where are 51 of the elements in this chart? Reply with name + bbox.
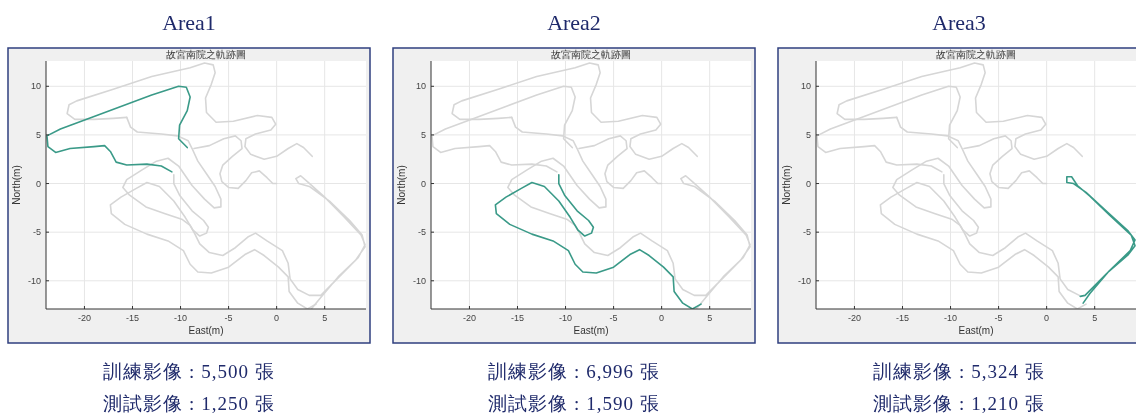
chart-title: Area2 [547,10,601,35]
text: 測試影像 : 1,210 張 [873,393,1045,414]
x-tick-label: 5 [707,313,713,323]
x-axis-title: East(m) [958,325,994,336]
x-tick-label: -10 [944,313,958,323]
y-tick-label: 10 [800,81,811,92]
y-tick-label: 10 [30,81,41,92]
x-tick-label: -20 [77,313,91,323]
chart-subtitle: 故宮南院之軌跡圖 [166,49,246,60]
y-tick-label: -10 [27,275,41,286]
y-tick-label: 5 [420,129,426,140]
x-axis-title: East(m) [188,325,224,336]
x-tick-label: -20 [847,313,861,323]
y-tick-label: -5 [417,227,426,238]
y-axis-title: North(m) [396,165,407,205]
y-tick-label: -10 [797,275,811,286]
y-tick-label: 0 [805,178,811,189]
text: 測試影像 : 1,250 張 [103,393,275,414]
y-tick-label: 0 [420,178,426,189]
x-tick-label: -5 [224,313,233,323]
y-axis-title: North(m) [781,165,792,205]
chart-subtitle: 故宮南院之軌跡圖 [936,49,1016,60]
y-axis-title: North(m) [11,165,22,205]
y-tick-label: -5 [802,227,811,238]
text: 測試影像 : 1,590 張 [488,393,660,414]
x-tick-label: -5 [609,313,618,323]
y-tick-label: -5 [32,227,41,238]
x-tick-label: 0 [1044,313,1050,323]
x-tick-label: -5 [994,313,1003,323]
x-tick-label: -15 [510,313,524,323]
x-tick-label: -10 [174,313,188,323]
chart-title: Area1 [162,10,216,35]
chart-title: Area3 [932,10,986,35]
text: 訓練影像 : 6,996 張 [488,361,660,382]
y-tick-label: -10 [412,275,426,286]
y-tick-label: 5 [805,129,811,140]
y-tick-label: 5 [35,129,41,140]
x-tick-label: 0 [274,313,280,323]
x-tick-label: 0 [659,313,665,323]
x-tick-label: -15 [125,313,139,323]
chart-subtitle: 故宮南院之軌跡圖 [551,49,631,60]
x-tick-label: -10 [559,313,573,323]
y-tick-label: 0 [35,178,41,189]
text: 訓練影像 : 5,324 張 [873,361,1045,382]
x-tick-label: -15 [895,313,909,323]
text: 訓練影像 : 5,500 張 [103,361,275,382]
x-tick-label: 5 [1092,313,1098,323]
x-axis-title: East(m) [573,325,609,336]
y-tick-label: 10 [415,81,426,92]
x-tick-label: 5 [322,313,328,323]
x-tick-label: -20 [462,313,476,323]
